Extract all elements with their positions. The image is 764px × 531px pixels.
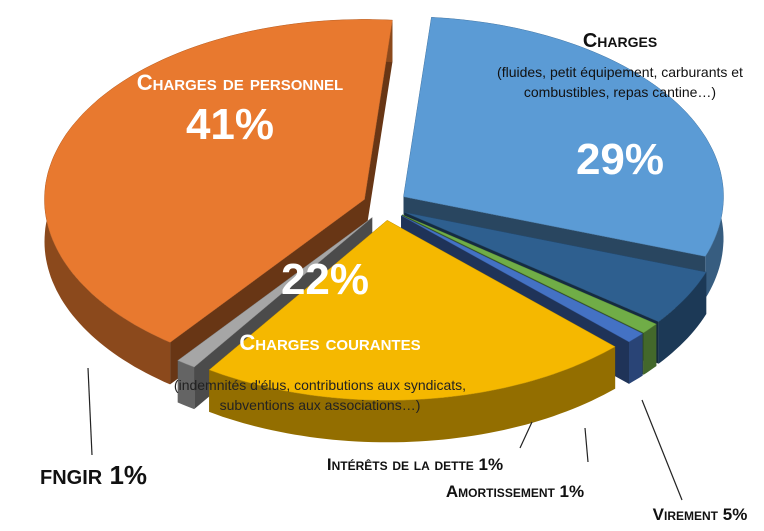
slice bbox=[400, 215, 644, 343]
slice-description: (fluides, petit équipement, carburants e… bbox=[497, 64, 743, 100]
slice bbox=[44, 19, 393, 343]
leader-line bbox=[584, 427, 589, 463]
slice-label: Amortissement 1% bbox=[445, 482, 585, 501]
slice bbox=[177, 217, 373, 368]
slice-wall bbox=[209, 346, 616, 443]
slice bbox=[403, 17, 724, 257]
value-label: 1% bbox=[473, 455, 504, 474]
leader-line bbox=[519, 421, 533, 449]
leader-line bbox=[87, 367, 93, 456]
value-label: 29% bbox=[575, 135, 665, 184]
slice-wall bbox=[629, 333, 643, 384]
slice-label: FNGIR 1% bbox=[40, 460, 148, 490]
slice-wall bbox=[658, 272, 707, 364]
slice-label: Charges de personnel bbox=[136, 70, 344, 95]
slice-label: Intérêts de la dette 1% bbox=[326, 455, 504, 474]
slice bbox=[208, 219, 616, 401]
slice-label: Virement 5% bbox=[652, 505, 748, 524]
value-label: 1% bbox=[102, 460, 148, 490]
slice-label: Charges courantes bbox=[239, 330, 421, 355]
slice-label: Charges bbox=[582, 30, 658, 52]
value-label: 41% bbox=[185, 100, 275, 149]
value-label: 22% bbox=[280, 255, 370, 304]
slice bbox=[401, 214, 657, 334]
leader-line bbox=[641, 399, 683, 501]
slice-wall bbox=[643, 324, 657, 375]
slice-wall bbox=[177, 360, 195, 410]
slice-side bbox=[364, 20, 393, 242]
slice-description: (indemnités d'élus, contributions aux sy… bbox=[173, 377, 467, 413]
slice bbox=[404, 212, 707, 322]
value-label: 1% bbox=[554, 482, 585, 501]
value-label: 5% bbox=[718, 505, 748, 524]
